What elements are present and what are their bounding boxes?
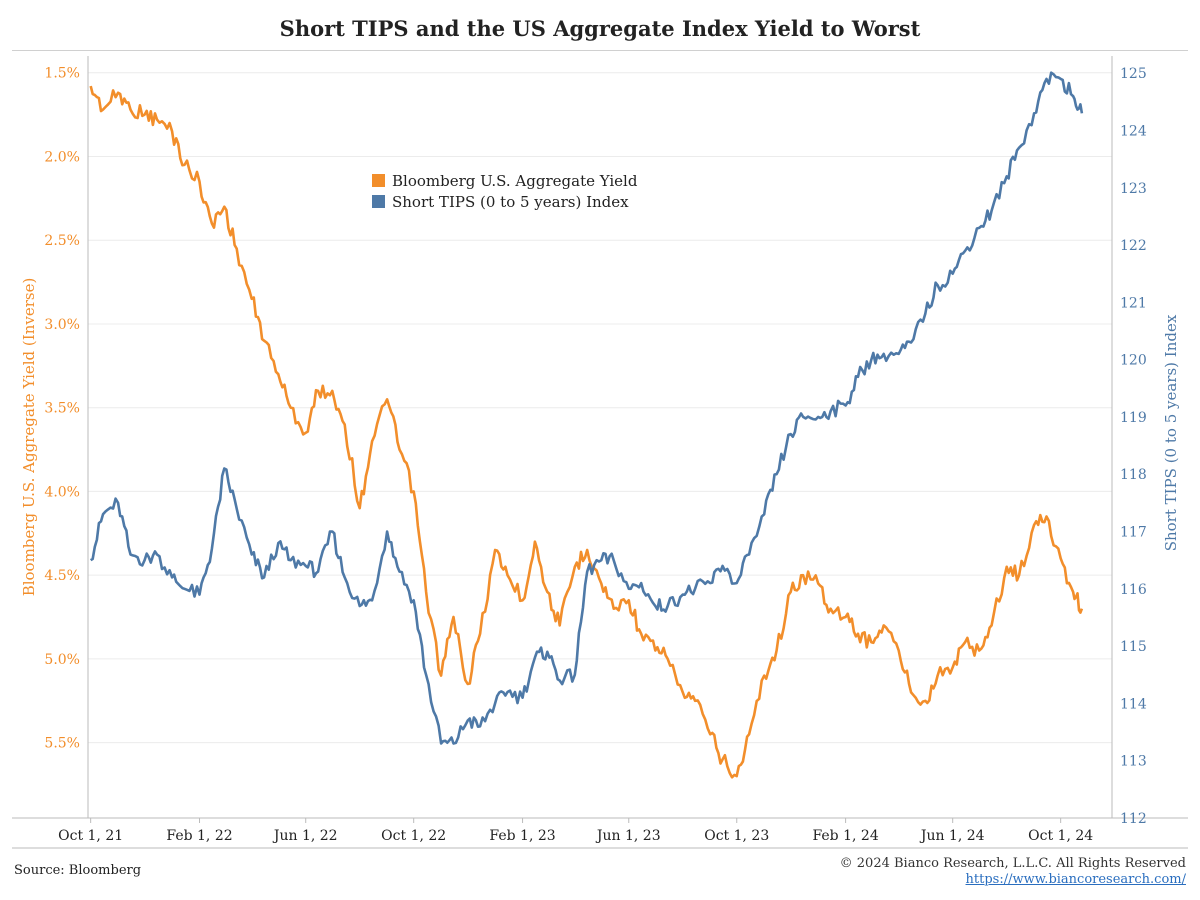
left-axis-title: Bloomberg U.S. Aggregate Yield (Inverse) [20, 278, 38, 597]
left-tick-label: 2.0% [44, 149, 80, 165]
x-tick-label: Feb 1, 24 [812, 828, 878, 844]
legend-label: Bloomberg U.S. Aggregate Yield [392, 172, 638, 190]
legend: Bloomberg U.S. Aggregate Yield Short TIPS… [372, 172, 638, 211]
right-tick-label: 115 [1120, 639, 1147, 655]
right-tick-label: 112 [1120, 811, 1147, 827]
left-tick-label: 1.5% [44, 66, 80, 82]
chart-title: Short TIPS and the US Aggregate Index Yi… [279, 16, 921, 41]
x-axis-ticks: Oct 1, 21 Feb 1, 22 Jun 1, 22 Oct 1, 22 Feb … [58, 818, 1093, 844]
right-tick-label: 119 [1120, 410, 1147, 426]
x-tick-label: Jun 1, 23 [595, 828, 661, 844]
x-tick-label: Oct 1, 21 [58, 828, 123, 844]
right-tick-label: 117 [1120, 525, 1147, 541]
series-lines [89, 71, 1084, 779]
left-axis-ticks: 1.5% 2.0% 2.5% 3.0% 3.5% 4.0% 4.5% 5.0% 5.5% [44, 66, 80, 752]
right-tick-label: 122 [1120, 238, 1147, 254]
x-tick-label: Oct 1, 22 [381, 828, 446, 844]
aggregate-yield-line [89, 85, 1084, 779]
right-tick-label: 121 [1120, 295, 1147, 311]
x-tick-label: Oct 1, 23 [704, 828, 769, 844]
short-tips-line [89, 71, 1084, 745]
legend-swatch [372, 195, 385, 208]
copyright-note: © 2024 Bianco Research, L.L.C. All Right… [839, 856, 1186, 871]
legend-swatch [372, 174, 385, 187]
x-tick-label: Oct 1, 24 [1028, 828, 1093, 844]
x-tick-label: Jun 1, 24 [919, 828, 985, 844]
left-tick-label: 4.0% [44, 484, 80, 500]
right-tick-label: 116 [1120, 582, 1147, 598]
right-tick-label: 124 [1120, 123, 1147, 139]
left-tick-label: 5.0% [44, 652, 80, 668]
title-divider [12, 50, 1188, 51]
right-tick-label: 118 [1120, 467, 1147, 483]
source-note: Source: Bloomberg [14, 863, 142, 878]
right-axis-title: Short TIPS (0 to 5 years) Index [1162, 314, 1180, 551]
x-tick-label: Feb 1, 22 [166, 828, 232, 844]
website-link[interactable]: https://www.biancoresearch.com/ [965, 872, 1186, 887]
right-axis-ticks: 112 113 114 115 116 117 118 119 120 121 122 123 124 1… [1120, 66, 1147, 827]
right-tick-label: 120 [1120, 353, 1147, 369]
x-tick-label: Jun 1, 22 [272, 828, 338, 844]
x-tick-label: Feb 1, 23 [489, 828, 555, 844]
gridlines [88, 72, 1112, 744]
left-tick-label: 4.5% [44, 568, 80, 584]
legend-label: Short TIPS (0 to 5 years) Index [392, 193, 629, 211]
right-tick-label: 114 [1120, 696, 1147, 712]
axis-labels: Bloomberg U.S. Aggregate Yield (Inverse)… [20, 278, 1180, 597]
left-tick-label: 5.5% [44, 736, 80, 752]
left-tick-label: 3.0% [44, 317, 80, 333]
left-tick-label: 3.5% [44, 401, 80, 417]
left-tick-label: 2.5% [44, 233, 80, 249]
axes [12, 56, 1188, 849]
right-tick-label: 125 [1120, 66, 1147, 82]
right-tick-label: 123 [1120, 181, 1147, 197]
right-tick-label: 113 [1120, 754, 1147, 770]
